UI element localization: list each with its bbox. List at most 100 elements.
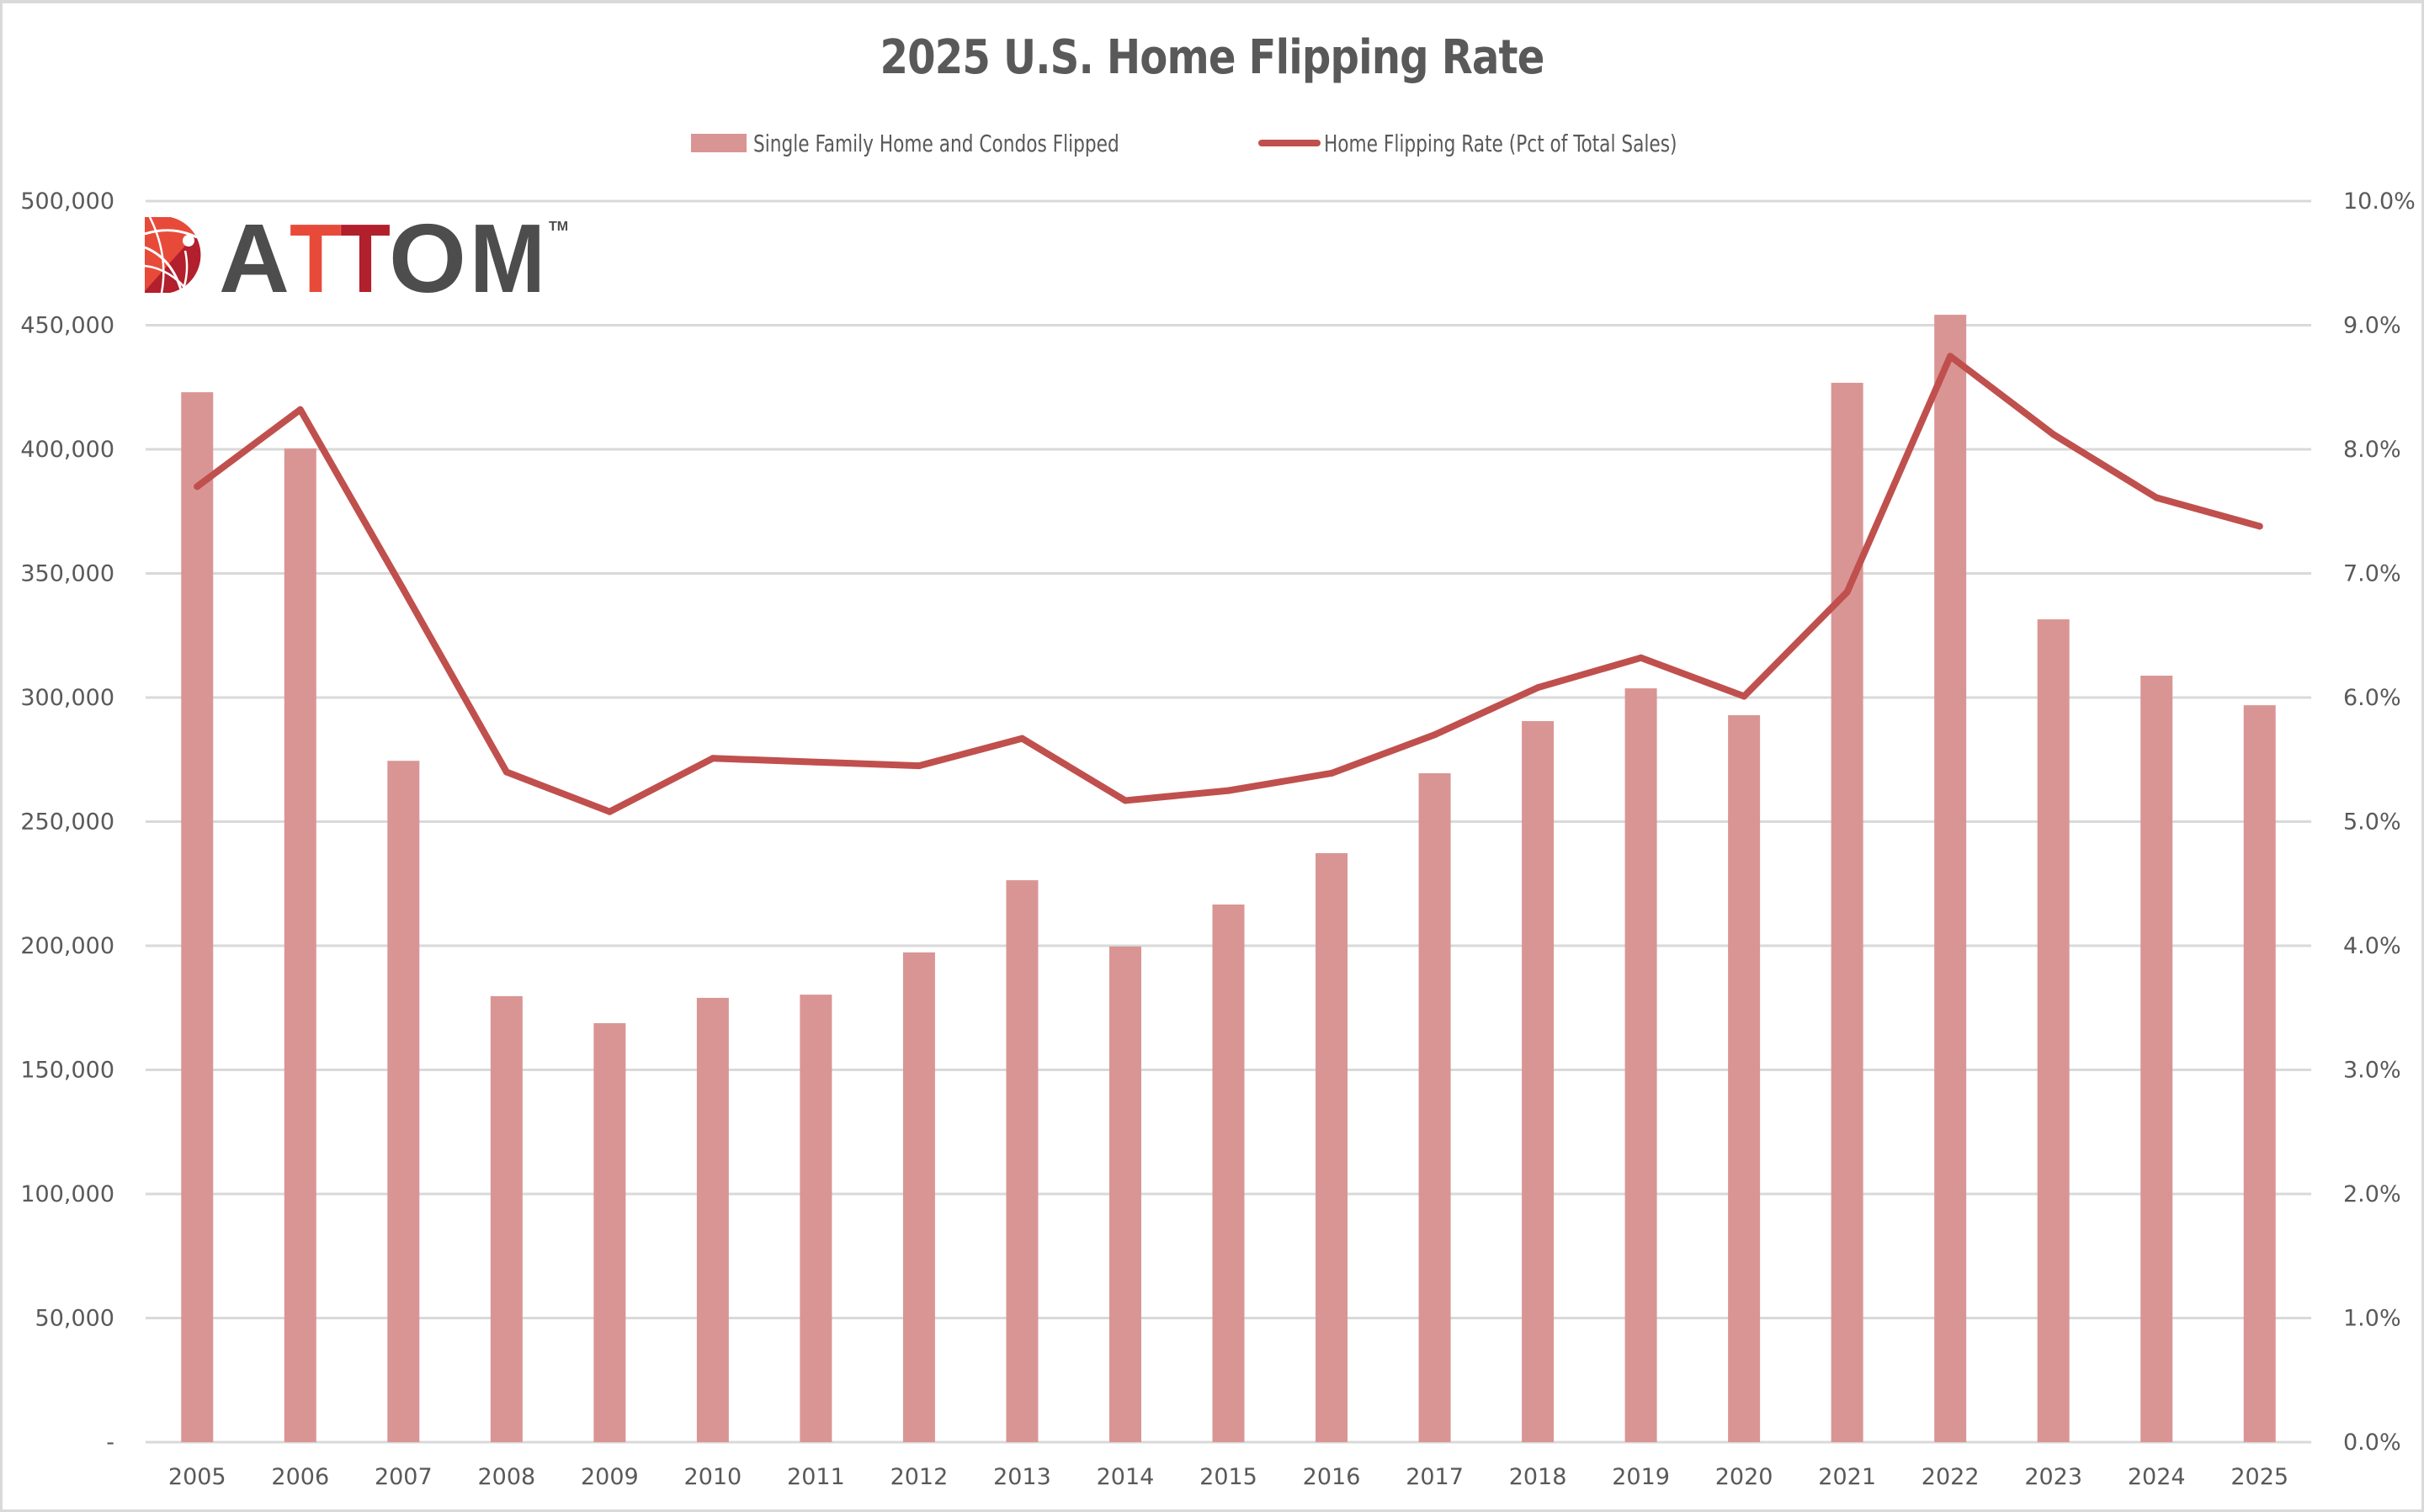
legend-label-bars: Single Family Home and Condos Flipped (753, 129, 1119, 157)
line-point-2014[interactable] (1121, 797, 1129, 804)
left-tick-label: 200,000 (20, 933, 114, 959)
right-tick-label: 7.0% (2343, 561, 2401, 587)
bar-2021[interactable] (1831, 382, 1863, 1443)
bar-2022[interactable] (1934, 315, 1967, 1442)
line-point-2016[interactable] (1328, 769, 1336, 777)
bar-2018[interactable] (1522, 721, 1555, 1442)
legend-swatch-line (1258, 140, 1321, 146)
line-point-2010[interactable] (709, 755, 716, 762)
x-axis: 2005 2006 2007 2008 2009 2010 2011 2012 2013 2014… (168, 1464, 2288, 1490)
right-tick-label: 0.0% (2343, 1430, 2401, 1456)
x-tick-label: 2018 (1509, 1464, 1567, 1490)
line-point-2015[interactable] (1225, 787, 1232, 794)
x-tick-label: 2019 (1612, 1464, 1670, 1490)
left-tick-label: 350,000 (20, 561, 114, 587)
left-tick-label: 500,000 (20, 188, 114, 215)
bar-2011[interactable] (800, 995, 832, 1442)
x-tick-label: 2022 (1922, 1464, 1980, 1490)
line-point-2018[interactable] (1534, 684, 1542, 692)
bar-2017[interactable] (1418, 772, 1451, 1442)
left-tick-label: 300,000 (20, 685, 114, 711)
left-tick-label: 150,000 (20, 1058, 114, 1084)
line-point-2017[interactable] (1431, 731, 1438, 739)
bar-2024[interactable] (2140, 676, 2173, 1442)
legend-item-line[interactable]: Home Flipping Rate (Pct of Total Sales) (1258, 126, 1735, 160)
bar-2023[interactable] (2037, 619, 2070, 1442)
x-tick-label: 2006 (271, 1464, 329, 1490)
x-tick-label: 2025 (2230, 1464, 2288, 1490)
logo-letter-o: O (389, 215, 466, 296)
line-point-2005[interactable] (194, 483, 201, 491)
x-tick-label: 2010 (684, 1464, 742, 1490)
right-tick-label: 5.0% (2343, 809, 2401, 836)
right-axis: 0.0% 1.0% 2.0% 3.0% 4.0% 5.0% 6.0% 7.0% 8.0% 9.0%… (2343, 188, 2416, 1456)
legend-swatch-bars (691, 134, 747, 152)
line-point-2022[interactable] (1947, 353, 1954, 360)
line-point-2023[interactable] (2049, 431, 2057, 438)
line-point-2011[interactable] (812, 758, 820, 766)
right-tick-label: 2.0% (2343, 1181, 2401, 1207)
right-tick-label: 8.0% (2343, 437, 2401, 463)
line-point-2013[interactable] (1018, 735, 1026, 742)
x-tick-label: 2024 (2128, 1464, 2186, 1490)
x-tick-label: 2021 (1818, 1464, 1876, 1490)
right-tick-label: 6.0% (2343, 685, 2401, 711)
line-point-2012[interactable] (915, 762, 922, 770)
x-tick-label: 2007 (375, 1464, 433, 1490)
bar-2013[interactable] (1006, 880, 1039, 1442)
line-series (194, 353, 2263, 815)
legend-label-line: Home Flipping Rate (Pct of Total Sales) (1324, 129, 1677, 157)
bar-2015[interactable] (1212, 905, 1245, 1442)
line-point-2020[interactable] (1741, 692, 1748, 700)
bar-2008[interactable] (490, 995, 523, 1442)
logo-trademark: TM (549, 220, 568, 234)
line-point-2021[interactable] (1843, 588, 1851, 596)
left-tick-label: 450,000 (20, 313, 114, 339)
bar-2014[interactable] (1108, 946, 1141, 1442)
line-point-2008[interactable] (502, 768, 510, 776)
attom-globe-icon (145, 217, 201, 293)
bar-2012[interactable] (902, 952, 935, 1442)
x-tick-label: 2015 (1199, 1464, 1257, 1490)
legend: Single Family Home and Condos Flipped Ho… (0, 126, 2424, 160)
left-tick-label: 250,000 (20, 809, 114, 836)
bar-2007[interactable] (387, 761, 420, 1442)
x-tick-label: 2009 (581, 1464, 639, 1490)
x-tick-label: 2008 (477, 1464, 535, 1490)
bar-2020[interactable] (1728, 714, 1761, 1442)
line-point-2025[interactable] (2256, 523, 2263, 530)
bar-2005[interactable] (181, 392, 214, 1442)
line-point-2006[interactable] (296, 406, 304, 413)
line-point-2024[interactable] (2153, 494, 2161, 501)
x-tick-label: 2020 (1715, 1464, 1773, 1490)
bar-2016[interactable] (1316, 852, 1348, 1442)
x-tick-label: 2023 (2024, 1464, 2082, 1490)
bar-series (181, 315, 2276, 1443)
x-tick-label: 2014 (1097, 1464, 1155, 1490)
line-point-2007[interactable] (400, 586, 407, 593)
line-point-2019[interactable] (1637, 654, 1645, 661)
left-axis: - 50,000 100,000 150,000 200,000 250,000 300,0… (20, 188, 114, 1456)
left-tick-label: 400,000 (20, 437, 114, 463)
x-tick-label: 2017 (1406, 1464, 1464, 1490)
left-tick-label: - (106, 1430, 114, 1456)
left-tick-label: 100,000 (20, 1181, 114, 1207)
x-tick-label: 2013 (993, 1464, 1051, 1490)
right-tick-label: 3.0% (2343, 1058, 2401, 1084)
logo-letter-a: A (219, 215, 290, 296)
logo-letter-t1: T (290, 215, 342, 296)
attom-logo: A T T O M TM (145, 215, 568, 296)
bar-2006[interactable] (284, 448, 316, 1442)
bar-2009[interactable] (593, 1023, 626, 1442)
bar-2025[interactable] (2243, 705, 2276, 1442)
logo-letter-m: M (470, 215, 545, 296)
bar-2010[interactable] (696, 997, 729, 1442)
x-tick-label: 2016 (1303, 1464, 1361, 1490)
line-point-2009[interactable] (606, 808, 614, 815)
legend-item-bars[interactable]: Single Family Home and Condos Flipped (691, 126, 1179, 160)
right-tick-label: 1.0% (2343, 1306, 2401, 1332)
logo-letter-t2: T (340, 215, 391, 296)
bar-2019[interactable] (1624, 688, 1657, 1442)
chart-title: 2025 U.S. Home Flipping Rate (880, 30, 1544, 85)
